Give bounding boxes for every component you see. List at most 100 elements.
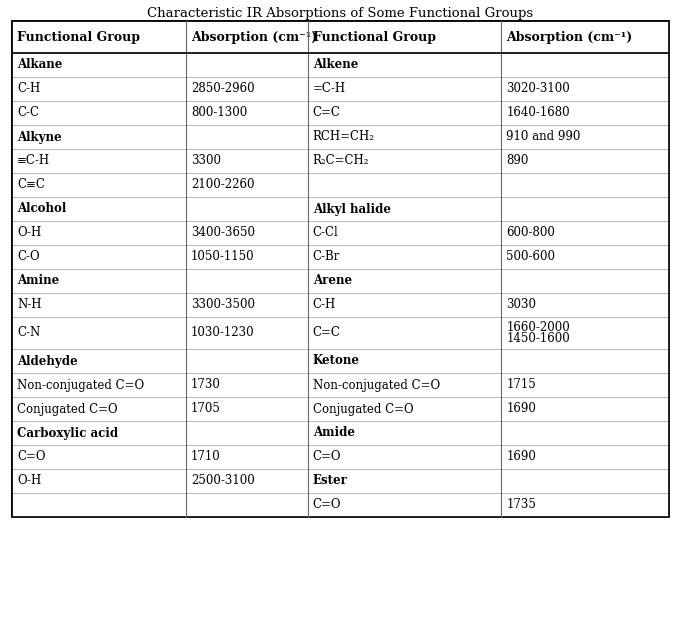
Bar: [501, 101, 669, 125]
Text: 1660-2000: 1660-2000: [507, 321, 570, 334]
Bar: [308, 445, 501, 469]
Bar: [12, 293, 186, 317]
Text: C=O: C=O: [313, 499, 341, 512]
Bar: [186, 293, 308, 317]
Text: 3300-3500: 3300-3500: [191, 298, 255, 311]
Text: Alkene: Alkene: [313, 59, 358, 72]
Bar: [501, 173, 669, 197]
Bar: [501, 53, 669, 77]
Bar: [308, 245, 501, 269]
Text: Conjugated C=O: Conjugated C=O: [313, 402, 413, 415]
Bar: [308, 53, 501, 77]
Bar: [186, 493, 308, 517]
Text: Alkane: Alkane: [17, 59, 63, 72]
Text: C-Cl: C-Cl: [313, 227, 338, 240]
Bar: [308, 469, 501, 493]
Bar: [501, 77, 669, 101]
Bar: [186, 125, 308, 149]
Bar: [501, 21, 669, 53]
Bar: [501, 197, 669, 221]
Bar: [186, 349, 308, 373]
Bar: [308, 397, 501, 421]
Bar: [308, 317, 501, 349]
Text: O-H: O-H: [17, 227, 42, 240]
Bar: [12, 493, 186, 517]
Text: C=O: C=O: [313, 451, 341, 464]
Text: Amine: Amine: [17, 274, 59, 287]
Bar: [501, 317, 669, 349]
Bar: [501, 469, 669, 493]
Text: RCH=CH₂: RCH=CH₂: [313, 130, 375, 143]
Text: ≡C-H: ≡C-H: [17, 154, 50, 167]
Bar: [186, 397, 308, 421]
Bar: [12, 397, 186, 421]
Text: 1710: 1710: [191, 451, 221, 464]
Bar: [12, 469, 186, 493]
Bar: [186, 21, 308, 53]
Text: 1690: 1690: [507, 451, 537, 464]
Bar: [12, 197, 186, 221]
Bar: [501, 221, 669, 245]
Bar: [501, 493, 669, 517]
Text: 1705: 1705: [191, 402, 221, 415]
Text: O-H: O-H: [17, 475, 42, 488]
Bar: [501, 293, 669, 317]
Bar: [186, 373, 308, 397]
Text: 3030: 3030: [507, 298, 537, 311]
Bar: [308, 77, 501, 101]
Bar: [501, 349, 669, 373]
Text: Functional Group: Functional Group: [17, 30, 140, 43]
Text: Amide: Amide: [313, 426, 355, 439]
Bar: [501, 397, 669, 421]
Text: Absorption (cm⁻¹): Absorption (cm⁻¹): [507, 30, 633, 43]
Text: C-O: C-O: [17, 250, 39, 263]
Bar: [308, 149, 501, 173]
Bar: [12, 21, 186, 53]
Text: C-H: C-H: [17, 82, 40, 96]
Bar: [12, 373, 186, 397]
Text: C-Br: C-Br: [313, 250, 340, 263]
Text: Arene: Arene: [313, 274, 352, 287]
Text: 1030-1230: 1030-1230: [191, 326, 255, 339]
Text: 600-800: 600-800: [507, 227, 555, 240]
Bar: [308, 349, 501, 373]
Bar: [12, 445, 186, 469]
Text: Carboxylic acid: Carboxylic acid: [17, 426, 118, 439]
Bar: [12, 317, 186, 349]
Bar: [186, 317, 308, 349]
Bar: [186, 245, 308, 269]
Bar: [308, 197, 501, 221]
Text: 3300: 3300: [191, 154, 221, 167]
Bar: [501, 149, 669, 173]
Bar: [186, 421, 308, 445]
Bar: [12, 101, 186, 125]
Text: 890: 890: [507, 154, 529, 167]
Bar: [501, 269, 669, 293]
Text: C=O: C=O: [17, 451, 46, 464]
Bar: [12, 125, 186, 149]
Bar: [12, 77, 186, 101]
Bar: [501, 421, 669, 445]
Text: C≡C: C≡C: [17, 179, 45, 192]
Bar: [308, 101, 501, 125]
Bar: [308, 493, 501, 517]
Bar: [501, 245, 669, 269]
Bar: [501, 373, 669, 397]
Text: Characteristic IR Absorptions of Some Functional Groups: Characteristic IR Absorptions of Some Fu…: [148, 7, 533, 20]
Bar: [186, 269, 308, 293]
Bar: [12, 149, 186, 173]
Bar: [186, 149, 308, 173]
Text: 3400-3650: 3400-3650: [191, 227, 255, 240]
Text: Non-conjugated C=O: Non-conjugated C=O: [313, 378, 440, 391]
Bar: [12, 21, 669, 517]
Text: Conjugated C=O: Conjugated C=O: [17, 402, 118, 415]
Text: Alkyne: Alkyne: [17, 130, 61, 143]
Text: 2500-3100: 2500-3100: [191, 475, 255, 488]
Text: Ester: Ester: [313, 475, 347, 488]
Text: 910 and 990: 910 and 990: [507, 130, 581, 143]
Text: 1450-1600: 1450-1600: [507, 332, 570, 345]
Bar: [308, 269, 501, 293]
Text: Functional Group: Functional Group: [313, 30, 436, 43]
Bar: [12, 221, 186, 245]
Bar: [12, 245, 186, 269]
